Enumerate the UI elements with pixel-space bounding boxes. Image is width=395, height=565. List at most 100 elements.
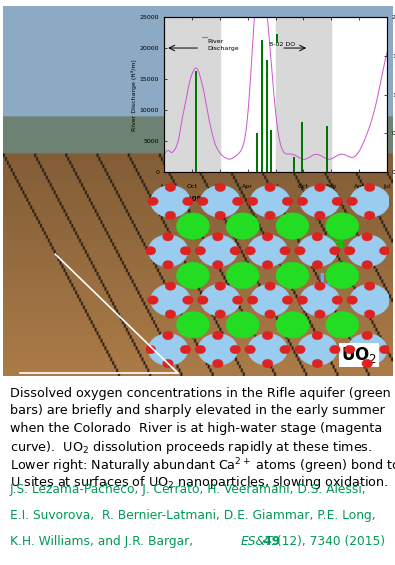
- Circle shape: [163, 260, 173, 269]
- Text: B-02 DO: B-02 DO: [269, 42, 295, 47]
- Circle shape: [364, 282, 375, 290]
- Circle shape: [326, 311, 359, 338]
- Circle shape: [195, 246, 206, 255]
- Circle shape: [230, 345, 241, 354]
- Text: Apr: Apr: [242, 184, 253, 189]
- Bar: [276, 17, 331, 172]
- Circle shape: [226, 262, 259, 289]
- Circle shape: [163, 331, 173, 340]
- Circle shape: [213, 260, 223, 269]
- Circle shape: [364, 211, 375, 220]
- Text: Lower right: Naturally abundant Ca$^{2+}$ atoms (green) bond to: Lower right: Naturally abundant Ca$^{2+}…: [10, 457, 395, 476]
- Text: Oct: Oct: [186, 184, 198, 189]
- Text: 49: 49: [260, 535, 280, 548]
- Text: 2011: 2011: [350, 196, 369, 202]
- Circle shape: [148, 235, 188, 267]
- Circle shape: [314, 282, 325, 290]
- Circle shape: [332, 197, 343, 206]
- Circle shape: [312, 232, 323, 241]
- Text: U: U: [319, 272, 333, 290]
- Circle shape: [347, 235, 387, 267]
- Text: UO$_2$: UO$_2$: [341, 345, 377, 365]
- Circle shape: [276, 311, 309, 338]
- Circle shape: [150, 284, 190, 316]
- Text: J.S. Lezama-Pacheco, J. Cerrato, H. Veeramani, D.S. Alessi,: J.S. Lezama-Pacheco, J. Cerrato, H. Veer…: [10, 483, 367, 496]
- Circle shape: [245, 345, 256, 354]
- Circle shape: [297, 296, 308, 305]
- Circle shape: [282, 296, 293, 305]
- Circle shape: [326, 262, 359, 289]
- Circle shape: [200, 185, 240, 218]
- Circle shape: [347, 333, 387, 366]
- Circle shape: [364, 310, 375, 319]
- Circle shape: [145, 246, 156, 255]
- Text: Jul: Jul: [160, 184, 168, 189]
- Text: 2009: 2009: [182, 196, 201, 202]
- Circle shape: [182, 197, 193, 206]
- Circle shape: [280, 246, 290, 255]
- Bar: [326, 126, 328, 172]
- Circle shape: [247, 197, 258, 206]
- Circle shape: [276, 213, 309, 240]
- Circle shape: [215, 310, 226, 319]
- Circle shape: [312, 331, 323, 340]
- Circle shape: [182, 296, 193, 305]
- Bar: [164, 17, 220, 172]
- Circle shape: [262, 260, 273, 269]
- Circle shape: [198, 197, 208, 206]
- Circle shape: [297, 333, 337, 366]
- Circle shape: [148, 333, 188, 366]
- Circle shape: [262, 359, 273, 368]
- Circle shape: [297, 235, 337, 267]
- Text: River
Discharge: River Discharge: [207, 40, 239, 50]
- Circle shape: [347, 197, 357, 206]
- Circle shape: [250, 185, 290, 218]
- Circle shape: [177, 262, 209, 289]
- Circle shape: [344, 345, 355, 354]
- Text: Feb: Feb: [214, 184, 225, 189]
- Circle shape: [312, 359, 323, 368]
- Text: Ca: Ca: [319, 234, 344, 253]
- Text: E.I. Suvorova,  R. Bernier-Latmani, D.E. Giammar, P.E. Long,: E.I. Suvorova, R. Bernier-Latmani, D.E. …: [10, 509, 376, 522]
- Circle shape: [250, 284, 290, 316]
- Circle shape: [148, 197, 158, 206]
- Circle shape: [148, 296, 158, 305]
- Bar: [301, 122, 303, 172]
- Text: O: O: [319, 197, 334, 215]
- Circle shape: [314, 183, 325, 192]
- Circle shape: [198, 296, 208, 305]
- Circle shape: [265, 310, 275, 319]
- Circle shape: [282, 197, 293, 206]
- Circle shape: [248, 235, 288, 267]
- Bar: [276, 34, 278, 43]
- Circle shape: [262, 232, 273, 241]
- Circle shape: [297, 197, 308, 206]
- Circle shape: [213, 232, 223, 241]
- Text: K.H. Williams, and J.R. Bargar,: K.H. Williams, and J.R. Bargar,: [10, 535, 197, 548]
- Circle shape: [350, 284, 389, 316]
- Circle shape: [180, 345, 191, 354]
- Circle shape: [213, 359, 223, 368]
- Circle shape: [276, 262, 309, 289]
- Text: bars) are briefly and sharply elevated in the early summer: bars) are briefly and sharply elevated i…: [10, 405, 385, 418]
- Text: Dissolved oxygen concentrations in the Rifle aquifer (green: Dissolved oxygen concentrations in the R…: [10, 387, 391, 400]
- Circle shape: [215, 282, 226, 290]
- Circle shape: [226, 213, 259, 240]
- Text: U sites at surfaces of UO$_2$ nanoparticles, slowing oxidation.: U sites at surfaces of UO$_2$ nanopartic…: [10, 475, 388, 492]
- Circle shape: [332, 296, 343, 305]
- Circle shape: [364, 183, 375, 192]
- Bar: [261, 40, 263, 172]
- Circle shape: [265, 211, 275, 220]
- Circle shape: [232, 197, 243, 206]
- Circle shape: [300, 185, 340, 218]
- Circle shape: [280, 345, 290, 354]
- Circle shape: [312, 260, 323, 269]
- Circle shape: [362, 359, 372, 368]
- Circle shape: [198, 235, 238, 267]
- Circle shape: [265, 282, 275, 290]
- Circle shape: [350, 185, 389, 218]
- Circle shape: [232, 296, 243, 305]
- Circle shape: [245, 246, 256, 255]
- Circle shape: [198, 333, 238, 366]
- Circle shape: [177, 311, 209, 338]
